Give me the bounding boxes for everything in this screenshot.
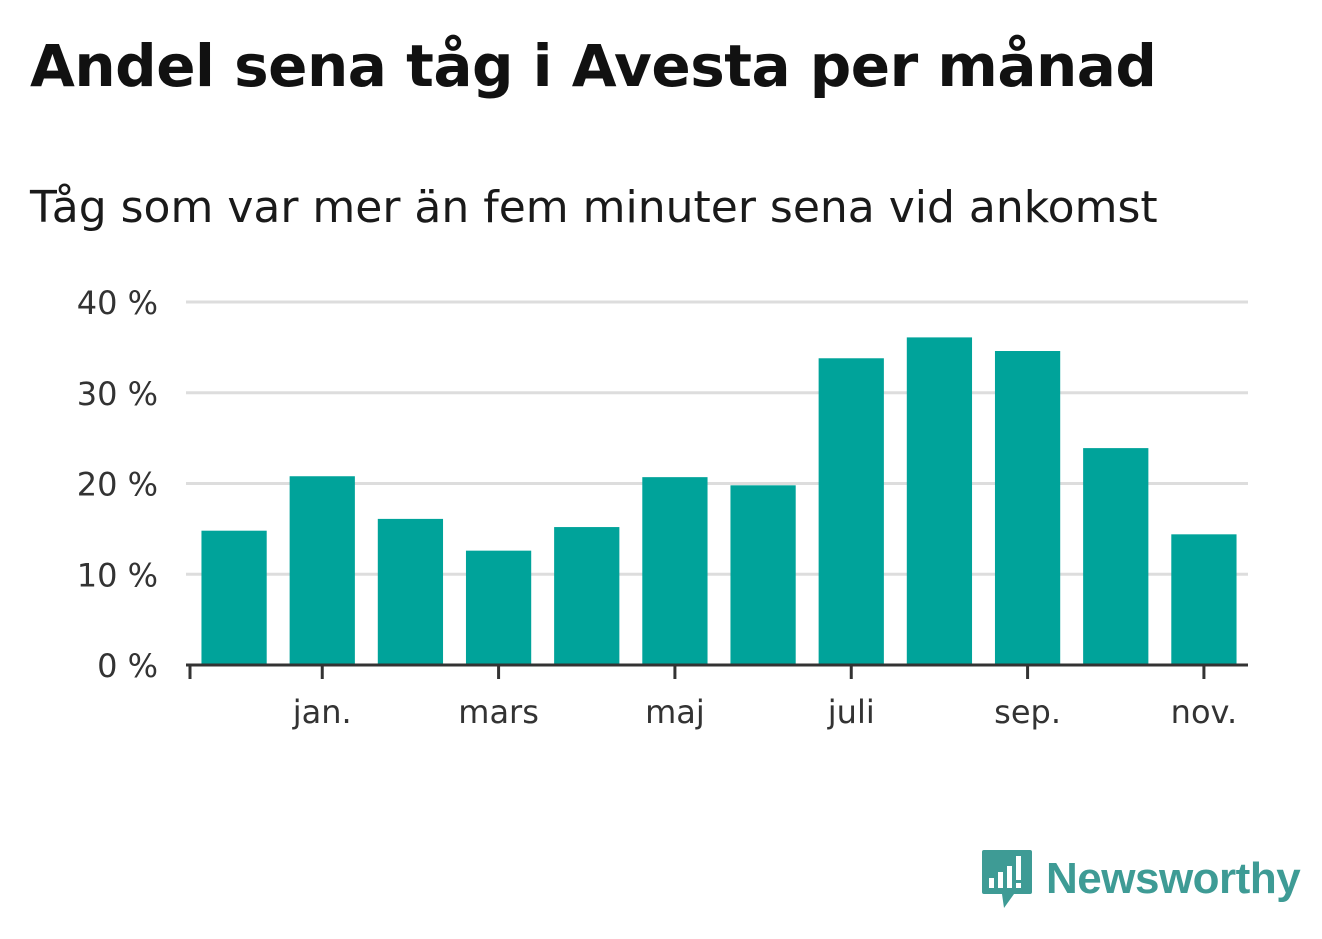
y-tick-label: 10 %: [77, 556, 158, 594]
bar-juni: [730, 485, 796, 665]
bar-feb.: [377, 518, 444, 665]
x-tick-label: juli: [827, 693, 875, 731]
y-tick-label: 30 %: [77, 375, 158, 413]
bar-chart: 0 % 10 % 20 % 30 % 40 % jan. mars maj juli sep. n…: [77, 284, 1248, 731]
newsworthy-chart-bubble-icon: [982, 850, 1032, 908]
newsworthy-logo: Newsworthy: [980, 848, 1301, 910]
x-tick-label: jan.: [292, 693, 352, 731]
bar-sep.: [994, 351, 1061, 665]
grid-lines: [186, 300, 1248, 576]
bar-jan.: [289, 476, 355, 665]
bar-dec.: [201, 530, 267, 665]
bars: [201, 337, 1237, 665]
y-tick-label: 0 %: [97, 647, 158, 685]
y-axis-tick-labels: 0 % 10 % 20 % 30 % 40 %: [77, 284, 158, 685]
brand-name: Newsworthy: [1046, 854, 1301, 903]
bar-nov.: [1171, 534, 1237, 665]
bar-juli: [818, 358, 884, 665]
x-axis: [186, 663, 1248, 679]
chart-subtitle: Tåg som var mer än fem minuter sena vid …: [30, 182, 1158, 233]
y-tick-label: 20 %: [77, 466, 158, 504]
y-tick-label: 40 %: [77, 284, 158, 322]
bar-apr.: [554, 527, 620, 665]
bar-mars: [465, 550, 532, 665]
x-tick-label: nov.: [1171, 693, 1237, 731]
x-tick-label: mars: [458, 693, 539, 731]
x-axis-tick-labels: jan. mars maj juli sep. nov.: [292, 693, 1237, 731]
x-tick-label: sep.: [994, 693, 1061, 731]
chart-title: Andel sena tåg i Avesta per månad: [30, 32, 1157, 100]
x-tick-label: maj: [645, 693, 705, 731]
bar-aug.: [906, 337, 973, 665]
bar-okt.: [1083, 448, 1149, 665]
bar-maj: [642, 477, 708, 665]
